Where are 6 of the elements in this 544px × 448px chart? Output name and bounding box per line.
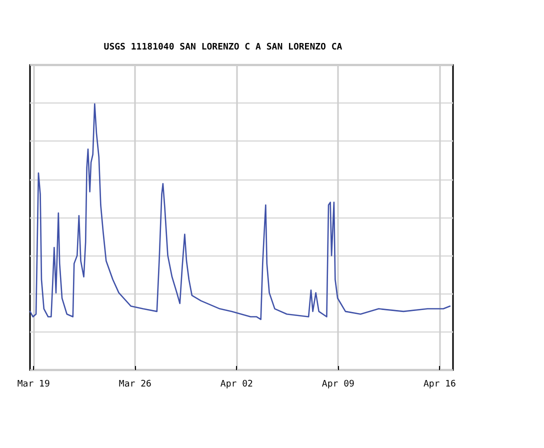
chart-title: USGS 11181040 SAN LORENZO C A SAN LORENZO CA <box>104 42 343 52</box>
x-tick-label: Mar 26 <box>118 380 152 390</box>
x-tick-label: Apr 16 <box>423 380 456 390</box>
x-tick-label: Apr 02 <box>220 380 253 390</box>
x-tick-label: Apr 09 <box>322 380 354 390</box>
x-tick-label: Mar 19 <box>17 380 50 390</box>
